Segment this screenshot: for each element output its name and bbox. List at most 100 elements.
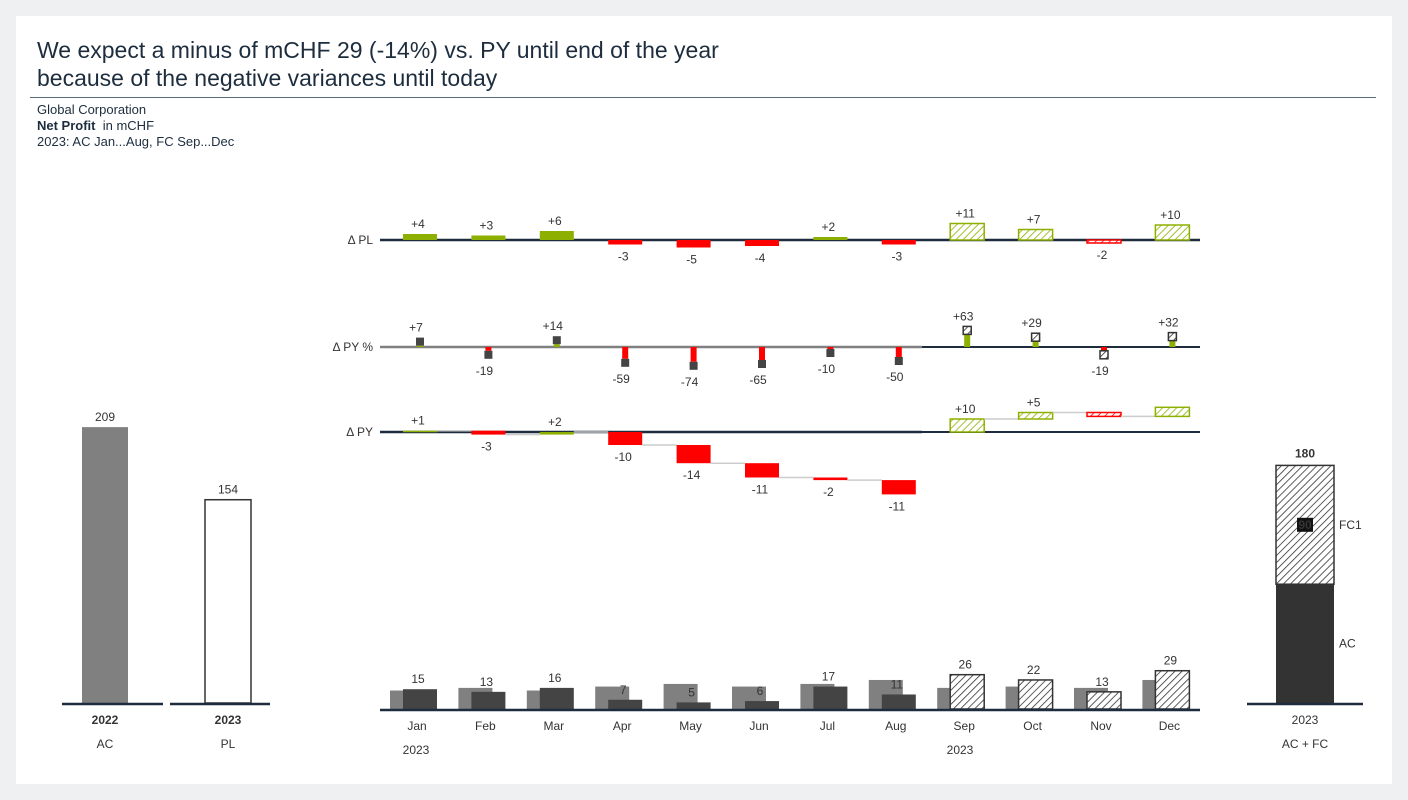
month-tick-label: Jul	[820, 719, 835, 733]
delta-py-bar-Jul	[813, 477, 848, 481]
delta-pl-value-label: -3	[618, 250, 629, 264]
delta-py-value-label: +5	[1027, 396, 1041, 410]
delta-pl-value-label: +6	[548, 214, 562, 228]
total-fc-legend: FC1	[1339, 518, 1362, 532]
year-bar-value-label: 154	[218, 483, 238, 497]
scenario-label: PL	[221, 737, 236, 751]
delta-py-pct-pin-Nov	[1101, 347, 1107, 351]
ac-fc-bar-Aug	[881, 694, 916, 709]
delta-pl-value-label: +4	[411, 217, 425, 231]
delta-py-pct-value-label: +29	[1021, 316, 1042, 330]
delta-py-bar-Mar	[539, 432, 574, 435]
month-value-label: 5	[688, 685, 695, 699]
delta-py-pct-marker	[416, 337, 424, 346]
delta-pl-bar-Jul	[813, 237, 848, 240]
delta-py-bar-Apr	[608, 432, 643, 445]
delta-pl-bar-Feb	[471, 235, 506, 240]
delta-py-pct-marker	[552, 336, 561, 345]
delta-py-pct-value-label: -10	[818, 362, 836, 376]
delta-pl-bar-May	[676, 240, 711, 248]
delta-py-bar-May	[676, 445, 711, 464]
year-category-label: 2022	[92, 713, 119, 727]
delta-pl-bar-Aug	[881, 240, 916, 245]
month-tick-label: Sep	[954, 719, 976, 733]
delta-py-pct-marker	[621, 358, 630, 367]
delta-pl-value-label: +2	[822, 220, 836, 234]
delta-py-value-label: -10	[615, 450, 633, 464]
year-bar-2022	[82, 427, 128, 703]
ac-fc-bar-Apr	[608, 699, 643, 709]
year-bar-2023	[204, 498, 252, 704]
delta-py-value-label: -2	[823, 485, 834, 499]
delta-py-pct-marker	[1099, 350, 1109, 360]
chart-subtitle: Global Corporation Net Profit in mCHF 20…	[37, 102, 234, 150]
delta-py-pct-value-label: +7	[409, 321, 423, 335]
delta-py-pct-value-label: -50	[886, 370, 904, 384]
delta-py-pct-pin-Sep	[964, 334, 971, 347]
month-tick-label: Jun	[749, 719, 768, 733]
month-value-label: 15	[411, 672, 425, 686]
month-value-label: 13	[1095, 675, 1109, 689]
delta-py-value-label: -3	[481, 440, 492, 454]
delta-py-pct-pin-May	[690, 347, 697, 362]
total-ac-legend: AC	[1339, 637, 1356, 651]
month-tick-label: May	[679, 719, 702, 733]
ac-fc-bar-Dec	[1154, 669, 1191, 710]
delta-py-pct-marker	[826, 349, 835, 357]
company-name: Global Corporation	[37, 102, 147, 117]
delta-pl-value-label: -2	[1097, 248, 1108, 262]
delta-py-bar-Oct	[1017, 411, 1054, 420]
delta-py-value-label: -11	[889, 499, 906, 513]
delta-py-bar-Sep	[949, 418, 985, 433]
title-divider	[30, 97, 1376, 98]
delta-pl-bar-Sep	[949, 222, 985, 241]
total-value-label: 180	[1295, 446, 1315, 460]
delta-pl-axis-label: Δ PL	[348, 233, 374, 247]
delta-py-pct-pin-Jun	[759, 347, 765, 360]
ac-fc-bar-Oct	[1017, 679, 1054, 710]
year-label-fc: 2023	[947, 743, 974, 757]
month-tick-label: Feb	[475, 719, 496, 733]
month-value-label: 11	[891, 677, 904, 691]
ac-fc-bar-May	[676, 702, 711, 709]
delta-py-pct-marker	[758, 360, 766, 368]
delta-py-value-label: +10	[955, 402, 976, 416]
delta-py-pct-value-label: +63	[953, 309, 974, 323]
month-value-label: 22	[1027, 663, 1041, 677]
month-value-label: 6	[757, 684, 764, 698]
delta-pl-value-label: -4	[755, 251, 766, 265]
delta-pl-value-label: +7	[1027, 213, 1041, 227]
delta-pl-value-label: -3	[891, 250, 902, 264]
ac-fc-bar-Mar	[539, 687, 574, 709]
ac-fc-bar-Jul	[813, 686, 848, 709]
delta-py-pct-value-label: -74	[681, 375, 699, 389]
month-tick-label: Aug	[885, 719, 906, 733]
delta-py-pct-value-label: -59	[613, 372, 631, 386]
month-value-label: 7	[620, 683, 627, 697]
ac-fc-bar-Nov	[1086, 691, 1122, 710]
month-value-label: 17	[822, 670, 836, 684]
month-tick-label: Jan	[407, 719, 426, 733]
delta-py-bar-Jun	[745, 463, 779, 478]
delta-py-pct-value-label: -65	[749, 373, 767, 387]
ac-fc-bar-Feb	[471, 691, 506, 709]
total-fc-value: 90	[1298, 518, 1312, 532]
total-scenario-label: AC + FC	[1282, 737, 1329, 751]
scenario-label: AC	[97, 737, 114, 751]
delta-pl-bar-Mar	[539, 231, 574, 240]
total-ac-segment	[1276, 584, 1334, 703]
delta-py-value-label: -11	[752, 483, 769, 497]
delta-py-pct-marker	[962, 325, 972, 336]
delta-py-bar-Aug	[881, 480, 916, 495]
delta-py-pct-pin-Mar	[553, 344, 560, 347]
month-tick-label: Nov	[1090, 719, 1111, 733]
total-ac-value: 90	[1298, 637, 1312, 651]
period-label: 2023: AC Jan...Aug, FC Sep...Dec	[37, 134, 235, 149]
delta-py-pct-pin-Jan	[417, 345, 423, 348]
delta-py-axis-label: Δ PY	[346, 425, 373, 439]
total-category-label: 2023	[1292, 713, 1319, 727]
delta-pl-value-label: +11	[955, 207, 975, 221]
title-line-2: because of the negative variances until …	[37, 65, 498, 91]
